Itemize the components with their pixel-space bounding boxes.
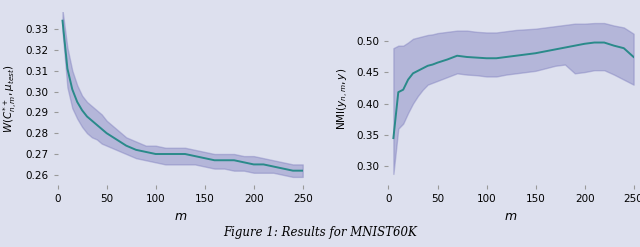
- Y-axis label: $\mathrm{NMI}(y_{n,m}, y)$: $\mathrm{NMI}(y_{n,m}, y)$: [336, 68, 351, 130]
- X-axis label: m: m: [174, 210, 186, 223]
- Y-axis label: $W(C^{*+}_{n,m}, \mu_{test})$: $W(C^{*+}_{n,m}, \mu_{test})$: [2, 64, 20, 133]
- Text: Figure 1: Results for MNIST60K: Figure 1: Results for MNIST60K: [223, 226, 417, 239]
- X-axis label: m: m: [505, 210, 517, 223]
